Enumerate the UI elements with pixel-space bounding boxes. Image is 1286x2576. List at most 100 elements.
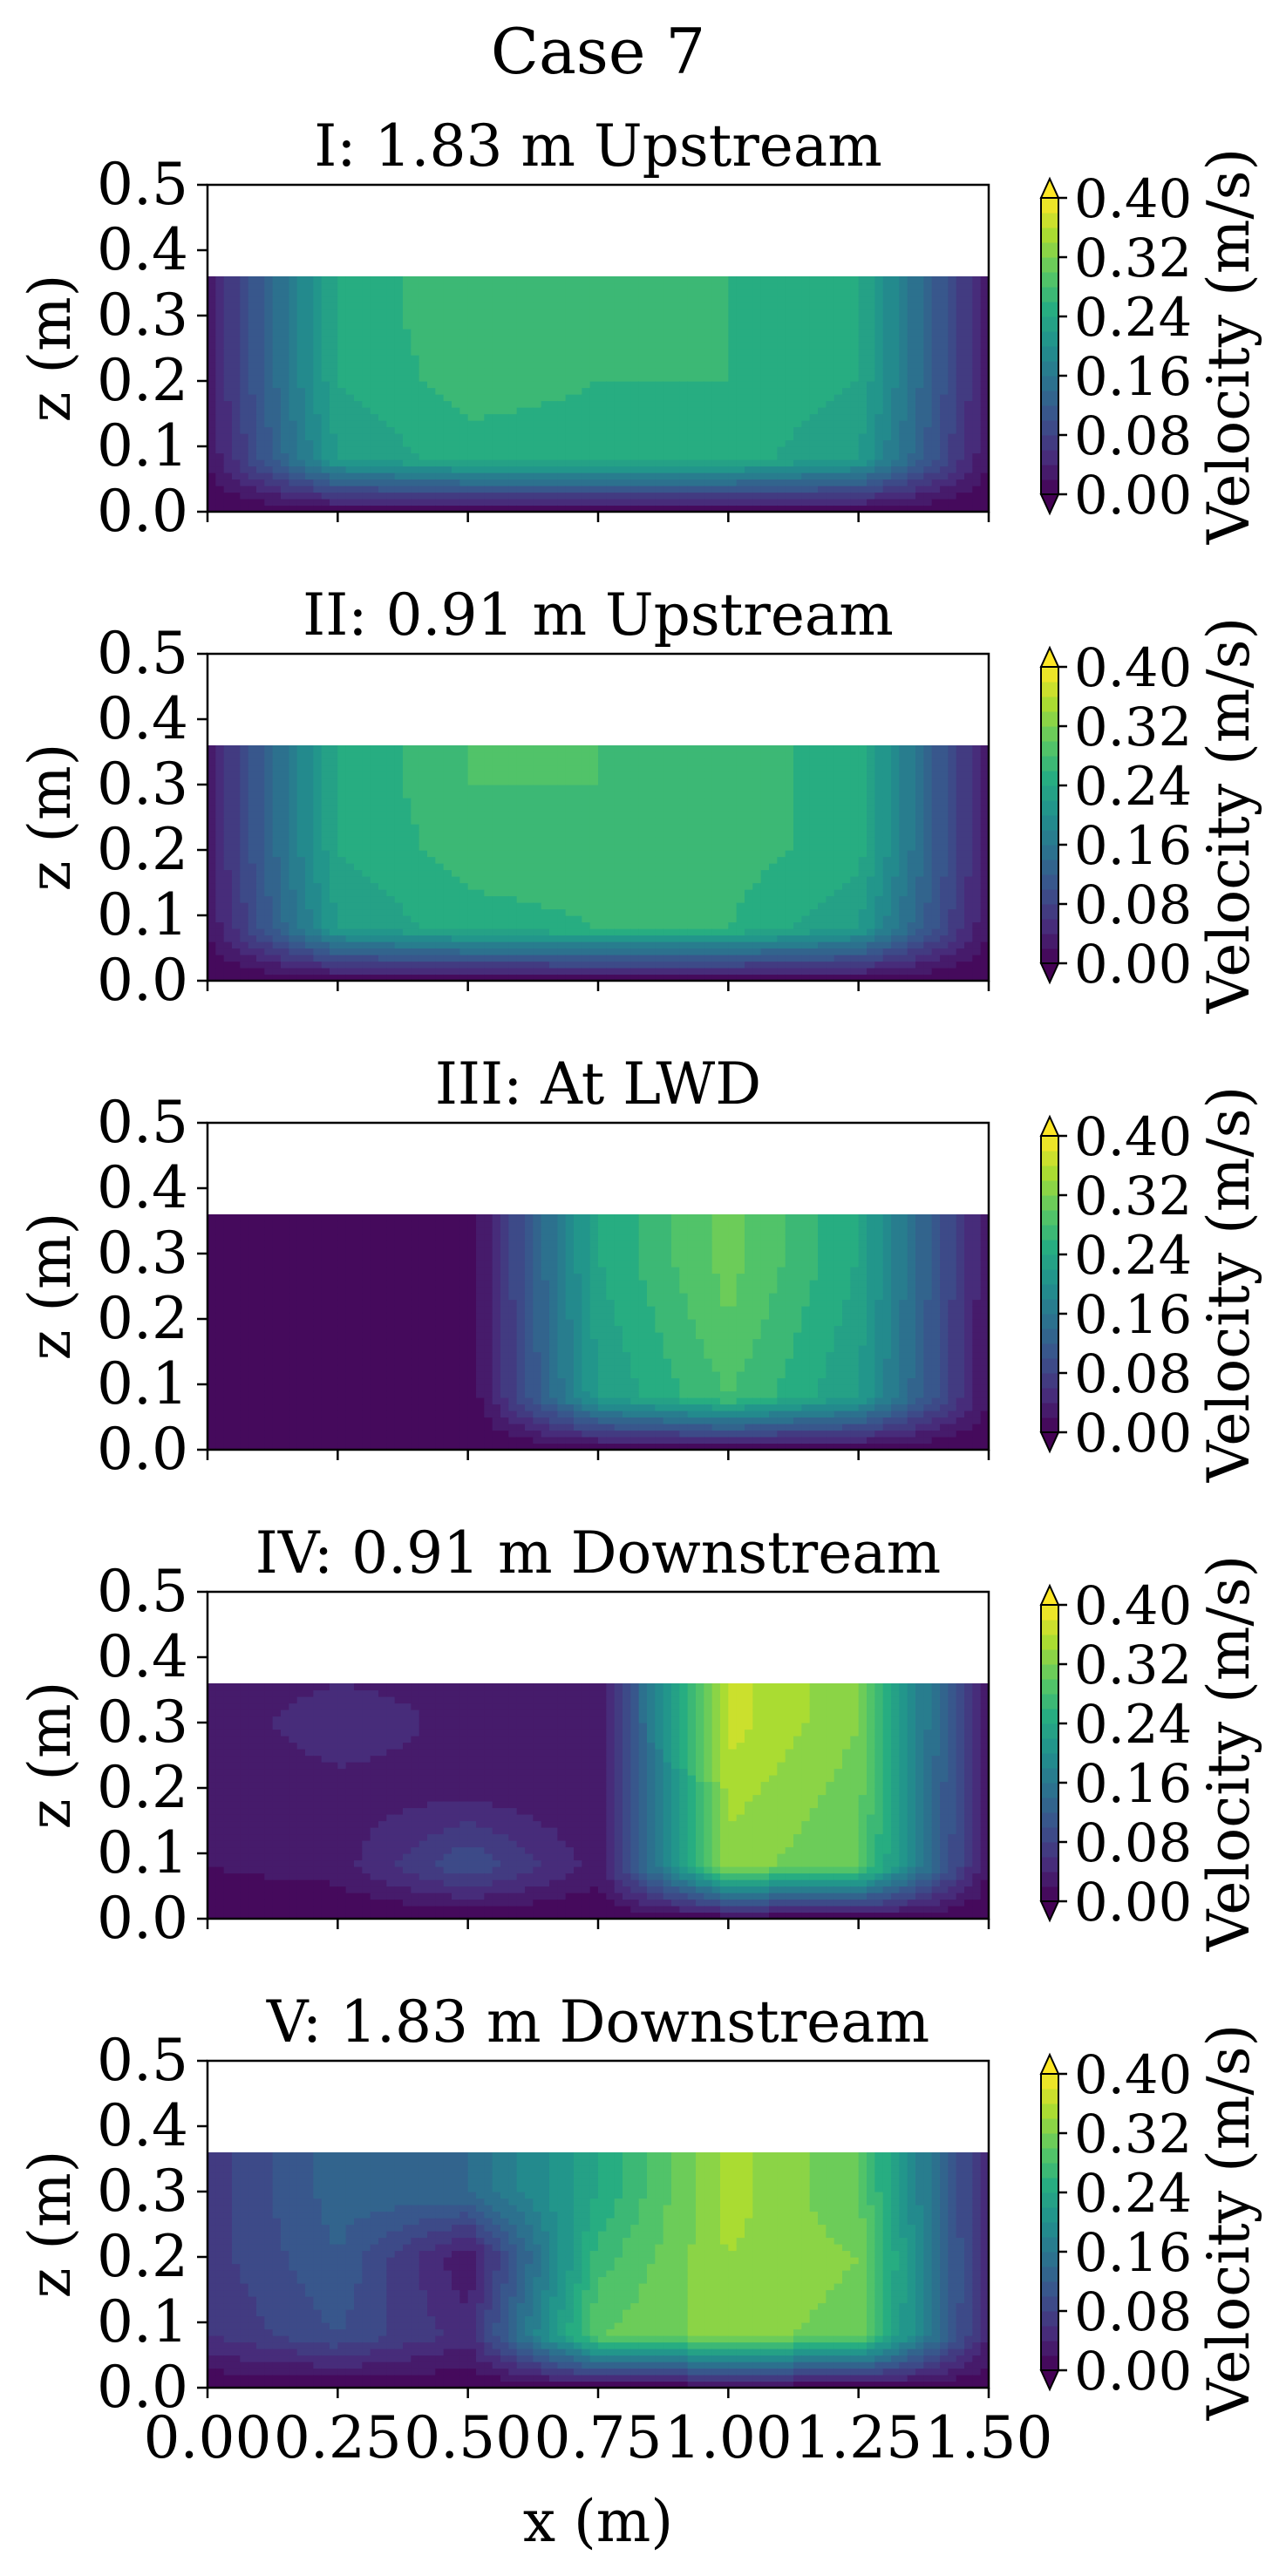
- heatmap-cell: [582, 426, 591, 434]
- colorbar-segment: [1041, 331, 1058, 347]
- heatmap-cell: [907, 426, 916, 434]
- heatmap-cell: [476, 368, 485, 376]
- heatmap-cell: [972, 276, 982, 284]
- heatmap-cell: [378, 771, 387, 779]
- heatmap-cell: [980, 420, 989, 428]
- heatmap-cell: [330, 407, 338, 415]
- heatmap-cell: [598, 322, 607, 330]
- heatmap-cell: [386, 817, 396, 825]
- heatmap-cell: [565, 426, 575, 434]
- heatmap-cell: [321, 309, 330, 316]
- heatmap-cell: [264, 387, 274, 395]
- heatmap-cell: [980, 486, 989, 493]
- heatmap-cell: [452, 863, 460, 871]
- heatmap-cell: [736, 466, 745, 473]
- heatmap-cell: [899, 413, 908, 421]
- heatmap-cell: [362, 974, 371, 981]
- colorbar-frame: [1040, 197, 1059, 495]
- heatmap-cell: [533, 830, 542, 838]
- heatmap-cell: [931, 348, 941, 356]
- heatmap-cell: [785, 316, 794, 323]
- heatmap-cell: [264, 915, 274, 923]
- heatmap-cell: [728, 368, 738, 376]
- heatmap-cell: [232, 961, 241, 969]
- heatmap-cell: [899, 407, 908, 415]
- heatmap-cell: [289, 282, 298, 290]
- heatmap-cell: [785, 355, 794, 363]
- heatmap-cell: [208, 771, 216, 779]
- heatmap-cell: [354, 276, 363, 284]
- heatmap-cell: [500, 276, 509, 284]
- heatmap-cell: [508, 479, 518, 486]
- heatmap-cell: [443, 282, 452, 290]
- heatmap-cell: [256, 459, 265, 467]
- heatmap-cell: [508, 771, 518, 779]
- heatmap-cell: [614, 296, 623, 303]
- heatmap-cell: [948, 296, 957, 303]
- heatmap-cell: [337, 309, 347, 316]
- heatmap-cell: [256, 316, 265, 323]
- heatmap-cell: [671, 472, 680, 480]
- heatmap-cell: [630, 289, 640, 297]
- heatmap-cell: [948, 309, 957, 316]
- heatmap-cell: [598, 499, 607, 506]
- heatmap-cell: [598, 329, 607, 336]
- heatmap-cell: [208, 889, 216, 897]
- heatmap-cell: [403, 329, 412, 336]
- heatmap-cell: [313, 902, 323, 910]
- heatmap-cell: [484, 811, 493, 819]
- heatmap-cell: [891, 426, 900, 434]
- heatmap-cell: [370, 335, 379, 343]
- heatmap-cell: [248, 322, 257, 330]
- heatmap-cell: [736, 322, 745, 330]
- heatmap-cell: [711, 381, 721, 389]
- heatmap-cell: [874, 400, 884, 408]
- heatmap-cell: [215, 342, 225, 350]
- heatmap-cell: [541, 335, 550, 343]
- heatmap-cell: [736, 329, 745, 336]
- heatmap-cell: [809, 355, 819, 363]
- heatmap-cell: [752, 452, 762, 460]
- heatmap-cell: [972, 400, 982, 408]
- heatmap-cell: [240, 368, 249, 376]
- heatmap-cell: [500, 817, 509, 825]
- heatmap-cell: [443, 335, 452, 343]
- heatmap-cell: [492, 968, 501, 975]
- heatmap-cell: [818, 466, 827, 473]
- heatmap-cell: [696, 413, 704, 421]
- heatmap-cell: [403, 335, 412, 343]
- heatmap-cell: [711, 394, 721, 402]
- heatmap-cell: [386, 276, 396, 284]
- heatmap-cell: [330, 368, 338, 376]
- heatmap-cell: [337, 499, 347, 506]
- heatmap-cell: [386, 355, 396, 363]
- heatmap-cell: [736, 407, 745, 415]
- heatmap-cell: [541, 459, 550, 467]
- heatmap-cell: [484, 824, 493, 832]
- heatmap-cell: [484, 935, 493, 942]
- heatmap-cell: [264, 856, 274, 864]
- heatmap-cell: [256, 329, 265, 336]
- heatmap-cell: [638, 276, 648, 284]
- heatmap-cell: [785, 472, 794, 480]
- heatmap-cell: [850, 316, 860, 323]
- heatmap-cell: [452, 381, 460, 389]
- heatmap-cell: [459, 850, 469, 858]
- heatmap-cell: [411, 433, 420, 441]
- heatmap-cell: [638, 499, 648, 506]
- heatmap-cell: [443, 355, 452, 363]
- heatmap-cell: [745, 400, 753, 408]
- heatmap-cell: [492, 296, 501, 303]
- heatmap-cell: [459, 935, 469, 942]
- heatmap-cell: [492, 479, 501, 486]
- heatmap-cell: [508, 895, 518, 903]
- heatmap-cell: [370, 355, 379, 363]
- heatmap-cell: [452, 282, 460, 290]
- heatmap-cell: [452, 400, 460, 408]
- heatmap-cell: [834, 316, 843, 323]
- heatmap-cell: [614, 486, 623, 493]
- heatmap-cell: [614, 374, 623, 382]
- heatmap-cell: [711, 452, 721, 460]
- heatmap-cell: [264, 309, 274, 316]
- heatmap-cell: [296, 282, 306, 290]
